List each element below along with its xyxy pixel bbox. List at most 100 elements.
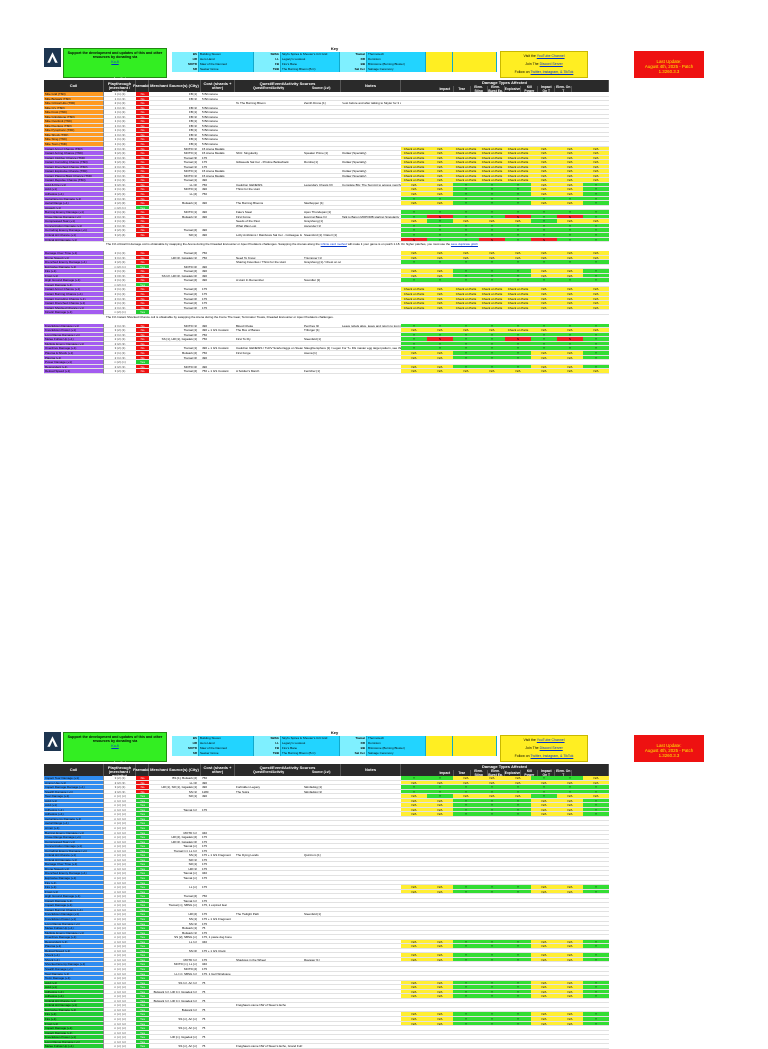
damage-type-cell: Y bbox=[479, 273, 505, 279]
damage-type-cell: N/A bbox=[427, 305, 453, 311]
damage-type-cell bbox=[531, 862, 557, 867]
damage-type-cell: Check on Parts bbox=[479, 287, 505, 292]
merchant-source bbox=[149, 197, 201, 202]
coil-name: Drenched Enemy Damage (+1) bbox=[44, 871, 104, 877]
quest-source-level bbox=[303, 876, 341, 881]
notes bbox=[341, 812, 401, 817]
quest-source bbox=[235, 903, 303, 908]
kofi-link[interactable]: Ko-fi bbox=[111, 59, 119, 64]
damage-type-cell bbox=[453, 898, 479, 904]
quest-source-level bbox=[303, 812, 341, 817]
notes bbox=[341, 206, 401, 211]
discord-link[interactable]: Discord Server bbox=[539, 62, 563, 66]
damage-type-cell: N/A bbox=[453, 780, 479, 786]
merchant-source: Tiamat [2] bbox=[149, 292, 201, 297]
coil-name: Instant Drenched Chance (T6D) bbox=[44, 164, 104, 170]
notes bbox=[341, 192, 401, 197]
damage-type-cell: Y bbox=[479, 812, 505, 817]
damage-type-cell: N/A bbox=[557, 350, 583, 356]
cost: 490 bbox=[201, 178, 235, 183]
social-media-links[interactable]: Twitter, Instagram, & TikTok bbox=[530, 754, 574, 758]
availability: 1 (1) (1) bbox=[104, 92, 136, 97]
damage-type-cell bbox=[505, 128, 531, 133]
damage-type-cell bbox=[453, 123, 479, 129]
damage-type-cell: Y bbox=[401, 337, 427, 342]
damage-type-cell: N/A bbox=[531, 187, 557, 193]
damage-type-cell bbox=[401, 976, 427, 981]
farmable-badge: Yes bbox=[136, 835, 149, 840]
damage-type-cell bbox=[583, 826, 609, 831]
notes bbox=[341, 808, 401, 813]
damage-type-cell: N/A bbox=[557, 301, 583, 306]
discord-link[interactable]: Discord Server bbox=[539, 746, 563, 750]
availability: 3 (2) (1) bbox=[104, 785, 136, 790]
social-media-links[interactable]: Twitter, Instagram, & TikTok bbox=[530, 70, 574, 74]
quest-source-level bbox=[303, 972, 341, 977]
quest-source bbox=[235, 178, 303, 183]
damage-type-cell bbox=[427, 92, 453, 97]
key-legend: BS Building Stuxen SBSG Skyl's Spires & Sho… bbox=[172, 52, 497, 77]
kofi-link[interactable]: Ko-fi bbox=[111, 743, 119, 748]
quest-source: Thirst for the Hunt bbox=[235, 187, 303, 193]
footnote-link[interactable]: save duplicate glitch bbox=[450, 242, 478, 247]
farmable-badge: No bbox=[136, 278, 149, 283]
cost: 490 bbox=[201, 215, 235, 220]
coil-name: Adhesive (+1) bbox=[44, 994, 104, 999]
merchant-source: Tiamat [∞] bbox=[149, 899, 201, 904]
damage-subcolumns: Impact Tear Elem. Sting Elem. Burst Ep. Expl… bbox=[437, 769, 573, 777]
merchant-source: SS [2], SBSG [∞] bbox=[149, 935, 201, 940]
damage-type-cell: Y bbox=[531, 332, 557, 338]
farmable-badge: Yes bbox=[136, 998, 149, 1004]
damage-type-cell bbox=[531, 921, 557, 927]
availability: 1 (1) (1) bbox=[104, 97, 136, 102]
quest-source-level: Asena [1] bbox=[303, 351, 341, 356]
quest-source-level bbox=[303, 178, 341, 183]
farmable-badge: No bbox=[136, 332, 149, 338]
damage-type-cell: Y bbox=[453, 196, 479, 202]
farmable-badge: Yes bbox=[136, 844, 149, 849]
damage-type-cell: Y bbox=[427, 785, 453, 790]
quest-source-level: Ravager [1] bbox=[303, 958, 341, 963]
damage-type-cell: Y bbox=[505, 885, 531, 890]
cost bbox=[201, 1003, 235, 1008]
damage-type-cell: Y bbox=[531, 776, 557, 781]
damage-type-cell: Y bbox=[583, 337, 609, 342]
quest-source bbox=[235, 812, 303, 817]
damage-type-cell bbox=[427, 264, 453, 270]
youtube-link[interactable]: YouTube Channel bbox=[536, 738, 565, 742]
damage-col-header: Elem. Burst Ep. bbox=[488, 84, 505, 93]
damage-type-cell: N/A bbox=[401, 980, 427, 986]
quest-source-level bbox=[303, 990, 341, 995]
farmable-badge: No bbox=[136, 105, 149, 111]
damage-type-cell bbox=[401, 123, 427, 129]
merchant-source bbox=[149, 908, 201, 913]
damage-type-cell bbox=[557, 1007, 583, 1013]
join-prefix: Join The bbox=[525, 746, 539, 750]
cost: 175 bbox=[201, 160, 235, 165]
damage-type-cell: N/A bbox=[557, 807, 583, 813]
damage-type-cell bbox=[427, 1044, 453, 1049]
coil-name: Long Range Damage (+1) bbox=[44, 921, 104, 927]
damage-type-cell: Check on Parts bbox=[479, 155, 505, 161]
damage-type-cell: N/A bbox=[557, 939, 583, 945]
quest-source bbox=[235, 922, 303, 927]
youtube-link[interactable]: YouTube Channel bbox=[536, 54, 565, 58]
merchant-source: Tiamat [∞] bbox=[149, 871, 201, 877]
last-update-date: August 4th, 2025 - Patch 1.3260.3.3 bbox=[644, 64, 694, 74]
damage-type-cell bbox=[427, 839, 453, 845]
damage-type-cell bbox=[583, 132, 609, 138]
damage-type-cell bbox=[401, 830, 427, 836]
damage-type-cell: N/A bbox=[583, 164, 609, 170]
table-row: Ammo Use (+1) 2 (2) (1) No LL [2] 490 N/A N/A N… bbox=[44, 780, 704, 786]
damage-type-cell bbox=[505, 948, 531, 954]
damage-type-cell: N/A bbox=[427, 251, 453, 256]
footnote-link[interactable]: infinite card method bbox=[320, 242, 347, 247]
damage-type-cell: N/A bbox=[427, 350, 453, 356]
merchant-source bbox=[149, 101, 201, 106]
farmable-badge: Yes bbox=[136, 360, 149, 365]
farmable-badge: Yes bbox=[136, 971, 149, 977]
sheet-header: Support the development and updates of t… bbox=[44, 730, 704, 776]
damage-type-cell: Check on Parts bbox=[453, 296, 479, 302]
damage-type-cell: Y bbox=[453, 269, 479, 274]
damage-type-cell: N/A bbox=[427, 953, 453, 958]
